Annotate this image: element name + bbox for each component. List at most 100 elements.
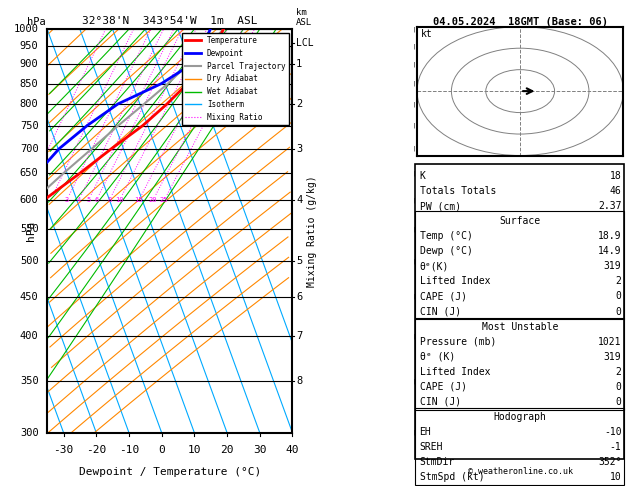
Text: SREH: SREH: [420, 442, 443, 452]
Text: Most Unstable: Most Unstable: [482, 322, 559, 331]
Text: |: |: [412, 101, 416, 106]
Text: kt: kt: [421, 29, 433, 39]
Text: 4: 4: [296, 195, 303, 205]
Text: -10: -10: [604, 427, 621, 437]
Text: |: |: [412, 123, 416, 128]
Text: 3: 3: [65, 197, 69, 203]
Text: |: |: [412, 44, 416, 49]
Text: 14.9: 14.9: [598, 246, 621, 256]
Text: 3: 3: [296, 144, 303, 154]
Text: |: |: [412, 430, 416, 435]
Text: |: |: [412, 171, 416, 176]
Text: hPa: hPa: [26, 221, 36, 241]
Text: 650: 650: [20, 169, 38, 178]
Text: 4: 4: [77, 197, 81, 203]
Text: -20: -20: [86, 445, 106, 454]
Text: Surface: Surface: [499, 216, 541, 226]
Text: 0: 0: [616, 397, 621, 407]
Text: 10: 10: [610, 472, 621, 482]
Text: 1: 1: [296, 59, 303, 69]
Text: 2.37: 2.37: [598, 201, 621, 211]
Text: Dewpoint / Temperature (°C): Dewpoint / Temperature (°C): [79, 467, 261, 477]
Text: 40: 40: [286, 445, 299, 454]
Text: Dewp (°C): Dewp (°C): [420, 246, 472, 256]
Text: |: |: [412, 226, 416, 232]
Text: |: |: [412, 26, 416, 32]
Text: |: |: [412, 259, 416, 264]
Text: CIN (J): CIN (J): [420, 397, 460, 407]
Text: 319: 319: [604, 261, 621, 271]
Text: -30: -30: [53, 445, 74, 454]
Text: 0: 0: [616, 382, 621, 392]
Text: 6: 6: [296, 292, 303, 302]
Title: 32°38'N  343°54'W  1m  ASL: 32°38'N 343°54'W 1m ASL: [82, 16, 257, 26]
Text: 6: 6: [94, 197, 98, 203]
Text: 18: 18: [610, 171, 621, 181]
Text: 30: 30: [253, 445, 267, 454]
Text: 1000: 1000: [14, 24, 38, 34]
Text: 900: 900: [20, 59, 38, 69]
Text: CAPE (J): CAPE (J): [420, 382, 467, 392]
Text: 46: 46: [610, 186, 621, 196]
Text: -1: -1: [610, 442, 621, 452]
Text: km
ASL: km ASL: [296, 8, 312, 27]
Text: |: |: [412, 378, 416, 383]
Text: 8: 8: [296, 376, 303, 386]
Text: 1021: 1021: [598, 337, 621, 347]
Text: EH: EH: [420, 427, 431, 437]
Text: 350: 350: [20, 376, 38, 386]
Text: 0: 0: [159, 445, 165, 454]
Text: Pressure (mb): Pressure (mb): [420, 337, 496, 347]
Text: Lifted Index: Lifted Index: [420, 367, 490, 377]
Text: 10: 10: [115, 197, 124, 203]
Text: CIN (J): CIN (J): [420, 307, 460, 316]
Text: 550: 550: [20, 225, 38, 234]
Text: 750: 750: [20, 121, 38, 131]
Text: |: |: [412, 333, 416, 339]
Text: θᵉ (K): θᵉ (K): [420, 352, 455, 362]
Text: θᵉ(K): θᵉ(K): [420, 261, 449, 271]
Text: © weatheronline.co.uk: © weatheronline.co.uk: [468, 467, 572, 476]
Text: 2: 2: [616, 277, 621, 286]
Text: 850: 850: [20, 79, 38, 88]
Text: 950: 950: [20, 41, 38, 52]
Text: 5: 5: [86, 197, 91, 203]
Text: Temp (°C): Temp (°C): [420, 231, 472, 241]
Text: |: |: [412, 81, 416, 87]
Text: 700: 700: [20, 144, 38, 154]
Text: 18.9: 18.9: [598, 231, 621, 241]
Legend: Temperature, Dewpoint, Parcel Trajectory, Dry Adiabat, Wet Adiabat, Isotherm, Mi: Temperature, Dewpoint, Parcel Trajectory…: [182, 33, 289, 125]
Text: hPa: hPa: [27, 17, 46, 27]
Text: 2: 2: [616, 367, 621, 377]
Text: |: |: [412, 146, 416, 152]
Text: 0: 0: [616, 292, 621, 301]
Text: LCL: LCL: [296, 38, 314, 48]
Text: -10: -10: [119, 445, 139, 454]
Text: PW (cm): PW (cm): [420, 201, 460, 211]
Text: |: |: [412, 197, 416, 203]
Text: 2: 2: [296, 99, 303, 109]
Text: Lifted Index: Lifted Index: [420, 277, 490, 286]
Text: 20: 20: [220, 445, 234, 454]
Text: 0: 0: [616, 307, 621, 316]
Text: StmDir: StmDir: [420, 457, 455, 467]
Text: 15: 15: [135, 197, 143, 203]
Text: |: |: [412, 62, 416, 67]
Text: StmSpd (kt): StmSpd (kt): [420, 472, 484, 482]
Text: Hodograph: Hodograph: [494, 412, 547, 422]
Text: |: |: [412, 294, 416, 299]
Text: 7: 7: [296, 331, 303, 341]
Text: 319: 319: [604, 352, 621, 362]
Text: 352°: 352°: [598, 457, 621, 467]
Text: 25: 25: [160, 197, 169, 203]
Text: 450: 450: [20, 292, 38, 302]
Text: Totals Totals: Totals Totals: [420, 186, 496, 196]
Text: K: K: [420, 171, 425, 181]
Text: CAPE (J): CAPE (J): [420, 292, 467, 301]
Text: 600: 600: [20, 195, 38, 205]
Text: 800: 800: [20, 99, 38, 109]
Text: 10: 10: [187, 445, 201, 454]
Text: 04.05.2024  18GMT (Base: 06): 04.05.2024 18GMT (Base: 06): [433, 17, 608, 27]
Text: 300: 300: [20, 428, 38, 437]
Text: 5: 5: [296, 257, 303, 266]
